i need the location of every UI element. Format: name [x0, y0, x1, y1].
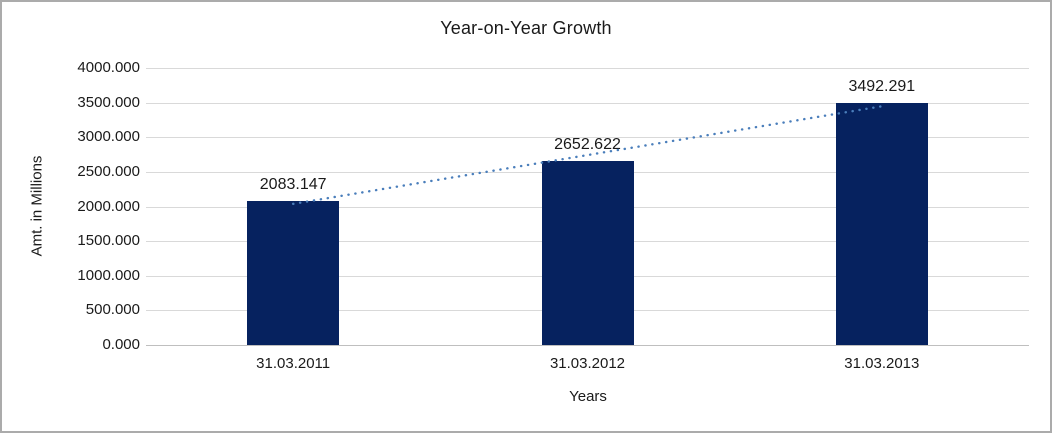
- y-tick-label: 0.000: [102, 336, 140, 353]
- y-tick-label: 2000.000: [77, 197, 140, 215]
- y-tick-label: 2500.000: [77, 162, 140, 180]
- y-tick-label: 1000.000: [77, 266, 140, 284]
- chart-title: Year-on-Year Growth: [440, 18, 612, 38]
- x-axis-title: Years: [569, 388, 607, 405]
- x-axis-line: [146, 345, 1029, 346]
- y-tick-label: 3000.000: [77, 128, 140, 146]
- y-tick-label: 1500.000: [77, 232, 140, 250]
- gridline: [146, 68, 1029, 69]
- bar-value-label: 2083.147: [259, 175, 327, 193]
- bar: [835, 103, 928, 345]
- gridline: [146, 102, 1029, 104]
- bar-value-label: 2652.622: [554, 136, 621, 154]
- x-tick-label: 31.03.2012: [549, 355, 626, 372]
- y-tick-label: 3500.000: [77, 93, 140, 111]
- bar-value-label: 3492.291: [848, 78, 916, 96]
- bar: [541, 161, 634, 345]
- x-tick-label: 31.03.2011: [256, 355, 331, 372]
- y-tick-label: 500.000: [85, 301, 140, 319]
- y-tick-label: 4000.000: [77, 59, 140, 76]
- x-tick-label: 31.03.2013: [844, 355, 920, 372]
- bar: [247, 200, 340, 345]
